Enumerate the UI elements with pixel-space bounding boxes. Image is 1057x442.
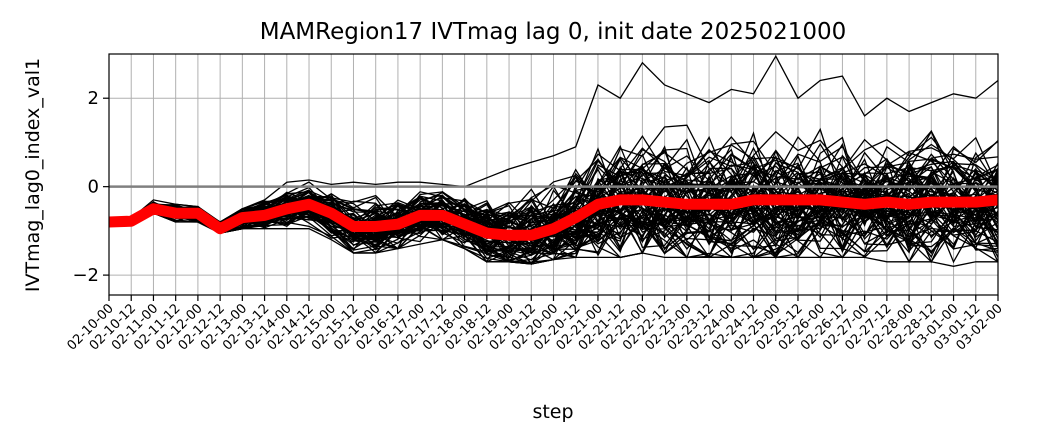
ensemble-member-line (108, 169, 999, 249)
ensemble-member-line (108, 154, 999, 242)
ensemble-mean-line (108, 194, 999, 241)
x-axis-label: step (532, 401, 573, 423)
ensemble-member-line (108, 54, 999, 223)
y-tick-label: −2 (72, 265, 99, 286)
ensemble-member-line (108, 140, 999, 249)
chart-title: MAMRegion17 IVTmag lag 0, init date 2025… (260, 19, 847, 45)
ensemble-member-line (108, 170, 999, 265)
ensemble-member-line (108, 151, 999, 251)
ensemble-member-line (108, 151, 999, 263)
ensemble-member-line (108, 212, 998, 267)
mean-line-group (108, 194, 999, 241)
y-axis-label: IVTmag_lag0_index_val1 (22, 58, 44, 292)
y-tick-label: 2 (88, 88, 99, 109)
y-axis-ticks: −2 0 2 (72, 88, 109, 286)
y-tick-label: 0 (88, 177, 99, 198)
